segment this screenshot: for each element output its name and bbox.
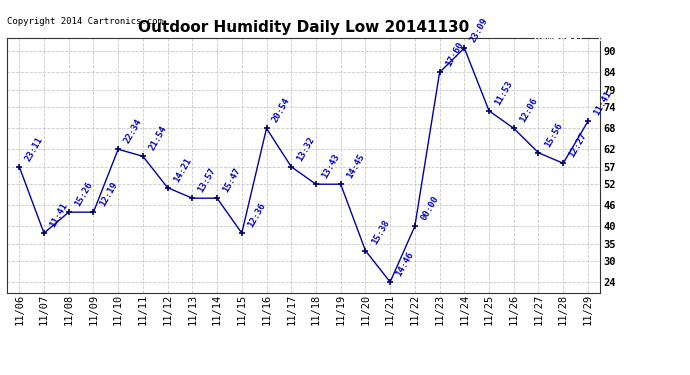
Text: 22:34: 22:34 (122, 117, 144, 145)
Text: 15:56: 15:56 (542, 121, 564, 148)
Text: 14:21: 14:21 (172, 156, 193, 183)
Text: 11:53: 11:53 (493, 79, 515, 107)
Text: Humidity  (%): Humidity (%) (534, 31, 615, 41)
Text: Copyright 2014 Cartronics.com: Copyright 2014 Cartronics.com (7, 17, 163, 26)
Text: 17:60: 17:60 (444, 40, 465, 68)
Text: 11:41: 11:41 (48, 201, 70, 229)
Text: 12:19: 12:19 (97, 180, 119, 208)
Text: 15:26: 15:26 (73, 180, 94, 208)
Text: 14:46: 14:46 (394, 250, 415, 278)
Text: 13:57: 13:57 (197, 166, 218, 194)
Text: 23:11: 23:11 (23, 135, 45, 163)
Text: 12:06: 12:06 (518, 96, 539, 124)
Text: 15:38: 15:38 (370, 219, 391, 246)
Text: 15:47: 15:47 (221, 166, 242, 194)
Title: Outdoor Humidity Daily Low 20141130: Outdoor Humidity Daily Low 20141130 (138, 20, 469, 35)
Text: 13:43: 13:43 (320, 152, 342, 180)
Text: 14:45: 14:45 (345, 152, 366, 180)
Text: 20:54: 20:54 (270, 96, 292, 124)
Text: 21:54: 21:54 (147, 124, 168, 152)
Text: 23:09: 23:09 (469, 16, 490, 44)
Text: 12:36: 12:36 (246, 201, 267, 229)
Text: 00:00: 00:00 (419, 194, 440, 222)
Text: 12:27: 12:27 (567, 131, 589, 159)
Text: 13:32: 13:32 (295, 135, 317, 163)
Text: 11:41: 11:41 (592, 89, 613, 117)
